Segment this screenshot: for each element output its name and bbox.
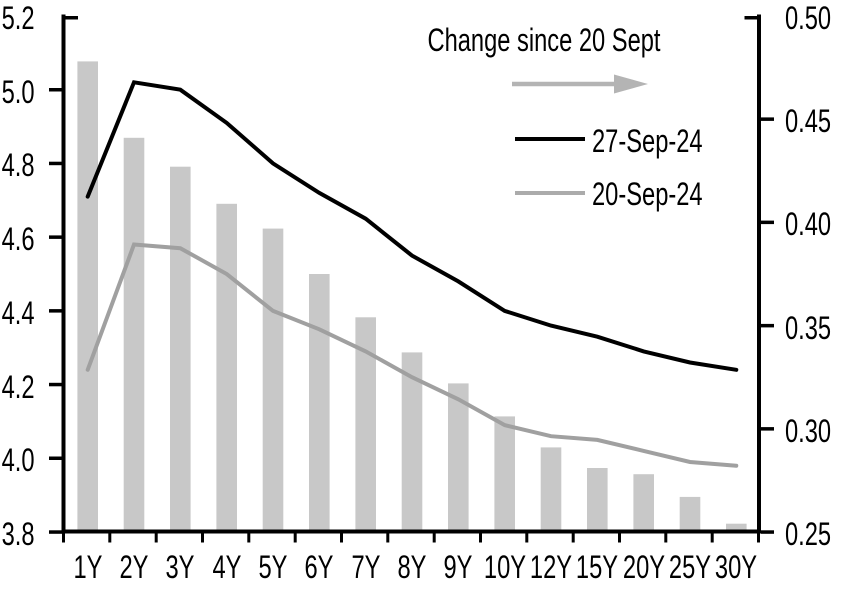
bar-25Y <box>679 496 701 532</box>
right-tick <box>761 117 774 121</box>
x-tick-label-30Y: 30Y <box>714 549 758 585</box>
bar-10Y <box>494 416 515 532</box>
y-left-tick-label: 4.6 <box>1 221 34 257</box>
x-tick <box>525 533 529 543</box>
x-tick <box>293 533 297 543</box>
x-tick-label-9Y: 9Y <box>443 549 473 585</box>
bar-30Y <box>726 523 747 532</box>
x-tick-label-5Y: 5Y <box>258 549 288 585</box>
right-tick <box>761 220 774 225</box>
x-tick-label-4Y: 4Y <box>212 549 242 585</box>
right-tick-top <box>744 16 757 20</box>
x-tick <box>340 533 343 543</box>
right-tick <box>761 323 774 328</box>
bar-3Y <box>170 166 191 532</box>
y-right-tick-label: 0.35 <box>785 310 832 346</box>
left-tick <box>49 530 62 534</box>
bar-2Y <box>123 137 145 532</box>
legend-line-sample-20sep <box>515 191 585 195</box>
left-tick <box>49 161 62 166</box>
left-tick-top <box>65 16 78 20</box>
bar-20Y <box>633 474 654 532</box>
left-tick <box>49 309 62 313</box>
x-tick <box>710 533 714 543</box>
x-tick <box>571 533 575 543</box>
left-tick <box>49 456 62 460</box>
x-tick-label-3Y: 3Y <box>165 549 195 585</box>
right-tick <box>761 427 774 431</box>
x-tick <box>479 533 482 543</box>
arrow-head <box>614 74 648 94</box>
legend-title: Change since 20 Sept <box>427 22 661 58</box>
x-tick-label-8Y: 8Y <box>397 549 427 585</box>
y-right-tick-label: 0.30 <box>785 413 832 449</box>
bottom-axis-line <box>61 529 761 534</box>
x-tick <box>757 533 760 543</box>
y-right-tick-label: 0.50 <box>785 0 832 36</box>
legend-label-20sep: 20-Sep-24 <box>592 176 703 212</box>
y-left-tick-label: 4.4 <box>1 295 34 331</box>
right-axis-line <box>757 14 761 534</box>
bar-7Y <box>355 317 376 532</box>
x-tick-label-6Y: 6Y <box>304 549 334 585</box>
bar-12Y <box>540 447 562 532</box>
y-right-tick-label: 0.45 <box>785 103 832 139</box>
y-left-tick-label: 4.0 <box>1 442 34 478</box>
x-tick <box>62 533 65 543</box>
left-tick <box>49 88 62 92</box>
y-left-tick-label: 5.0 <box>1 74 34 110</box>
change-arrow-icon <box>512 74 648 94</box>
bar-4Y <box>216 203 237 532</box>
x-tick-label-1Y: 1Y <box>73 549 103 585</box>
x-tick-label-2Y: 2Y <box>119 549 149 585</box>
x-tick <box>154 533 158 543</box>
y-right-tick-label: 0.25 <box>785 516 832 552</box>
line-20-Sep-24 <box>85 242 739 468</box>
y-left-tick-label: 5.2 <box>1 0 34 36</box>
y-left-tick-label: 4.2 <box>1 369 34 405</box>
x-tick <box>108 533 112 543</box>
bar-15Y <box>587 468 608 532</box>
x-tick <box>664 533 668 543</box>
bar-8Y <box>401 352 423 532</box>
x-tick <box>432 533 436 543</box>
x-tick <box>247 533 251 543</box>
bar-5Y <box>262 228 284 532</box>
left-tick <box>49 235 62 239</box>
legend-line-sample-27sep <box>515 137 585 141</box>
x-tick-label-7Y: 7Y <box>351 549 381 585</box>
bar-6Y <box>309 274 330 532</box>
x-tick-label-20Y: 20Y <box>622 549 666 585</box>
y-left-tick-label: 4.8 <box>1 147 34 183</box>
x-tick <box>386 533 390 543</box>
arrow-shaft <box>512 81 616 87</box>
bar-1Y <box>77 61 98 532</box>
left-tick <box>49 382 62 387</box>
x-tick-label-10Y: 10Y <box>483 549 527 585</box>
x-tick <box>618 533 621 543</box>
y-left-tick-label: 3.8 <box>1 516 34 552</box>
x-tick-label-15Y: 15Y <box>575 549 619 585</box>
bar-9Y <box>448 383 469 532</box>
legend-label-27sep: 27-Sep-24 <box>592 123 703 159</box>
left-axis-line <box>61 14 66 534</box>
x-tick-label-12Y: 12Y <box>529 549 573 585</box>
line-27-Sep-24 <box>85 80 739 372</box>
x-tick <box>201 533 204 543</box>
y-right-tick-label: 0.40 <box>785 206 832 242</box>
right-tick <box>761 530 774 534</box>
x-tick-label-25Y: 25Y <box>668 549 712 585</box>
